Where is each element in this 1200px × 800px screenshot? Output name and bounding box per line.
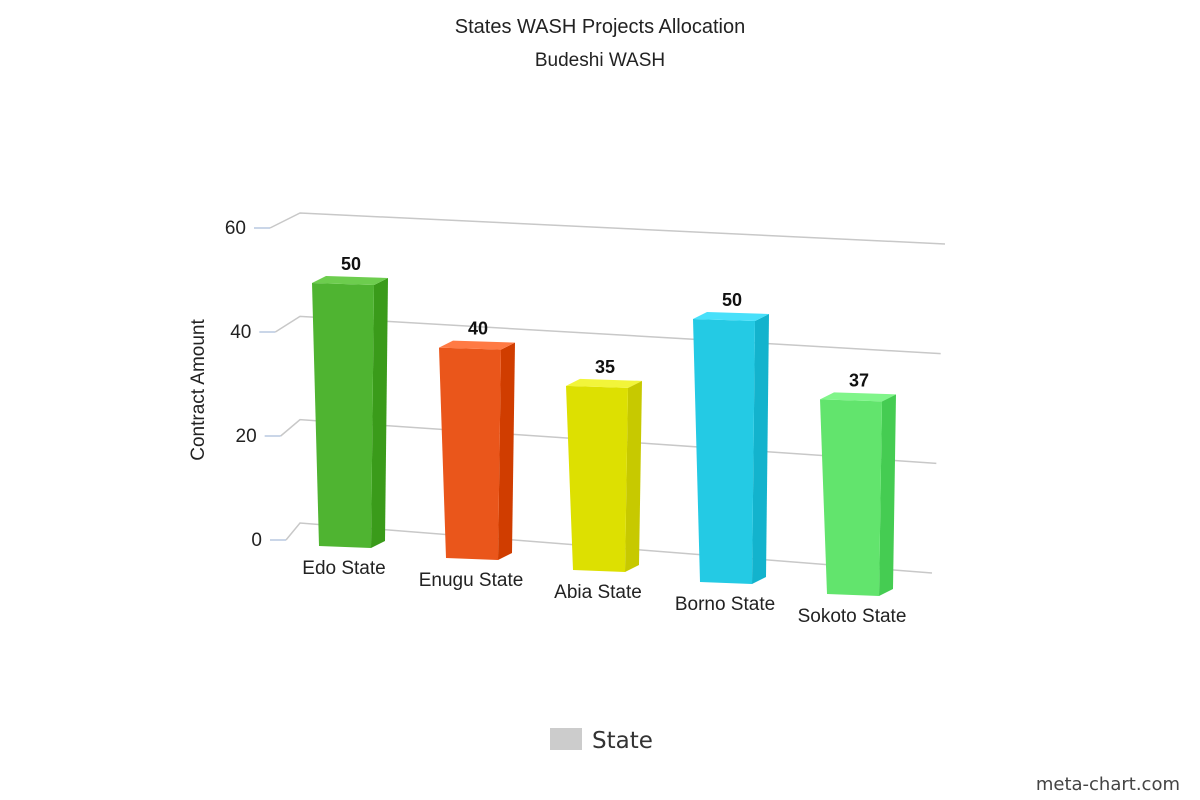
bar-top <box>439 340 515 350</box>
x-tick-label: Sokoto State <box>798 606 907 627</box>
bar-side <box>625 380 642 572</box>
bar-side <box>498 342 515 560</box>
bar-side <box>371 278 388 548</box>
bar-value-label: 37 <box>849 370 869 390</box>
bar-front <box>820 399 882 596</box>
bar-front <box>439 347 501 560</box>
x-axis-ticks: Edo State Enugu State Abia State Borno Stat… <box>302 558 906 627</box>
y-tick-label: 40 <box>230 322 251 343</box>
chart-title: States WASH Projects Allocation <box>455 16 746 38</box>
legend-label: State <box>592 728 653 754</box>
bar-top <box>693 312 769 321</box>
bar[interactable] <box>693 312 769 584</box>
bar[interactable] <box>820 392 896 596</box>
bar-front <box>693 319 755 584</box>
bar-value-label: 50 <box>722 290 742 310</box>
y-tick-label: 0 <box>251 530 262 551</box>
x-tick-label: Enugu State <box>419 570 524 591</box>
x-tick-label: Edo State <box>302 558 385 579</box>
y-tick-label: 60 <box>225 218 246 239</box>
bar[interactable] <box>566 378 642 572</box>
bar-value-label: 50 <box>341 254 361 274</box>
bars: 50 40 35 50 37 <box>312 254 896 596</box>
bar-front <box>312 283 374 548</box>
y-tick-label: 20 <box>236 426 257 447</box>
gridline <box>269 212 946 245</box>
y-axis-label: Contract Amount <box>188 319 209 461</box>
legend-swatch <box>550 728 582 750</box>
bar-value-label: 35 <box>595 357 615 377</box>
credit-text[interactable]: meta-chart.com <box>1036 774 1180 795</box>
bar-top <box>312 276 388 285</box>
x-tick-label: Borno State <box>675 594 775 615</box>
chart-subtitle: Budeshi WASH <box>535 50 665 71</box>
bar[interactable] <box>312 276 388 548</box>
bar-front <box>566 385 628 572</box>
bar-value-label: 40 <box>468 319 488 339</box>
bar-top <box>566 378 642 388</box>
bar-side <box>879 394 896 596</box>
y-axis-ticks: 0 20 40 60 <box>225 218 262 551</box>
legend[interactable]: State <box>550 728 653 754</box>
x-tick-label: Abia State <box>554 582 642 603</box>
bar[interactable] <box>439 340 515 560</box>
bar-top <box>820 392 896 402</box>
bar-side <box>752 314 769 584</box>
